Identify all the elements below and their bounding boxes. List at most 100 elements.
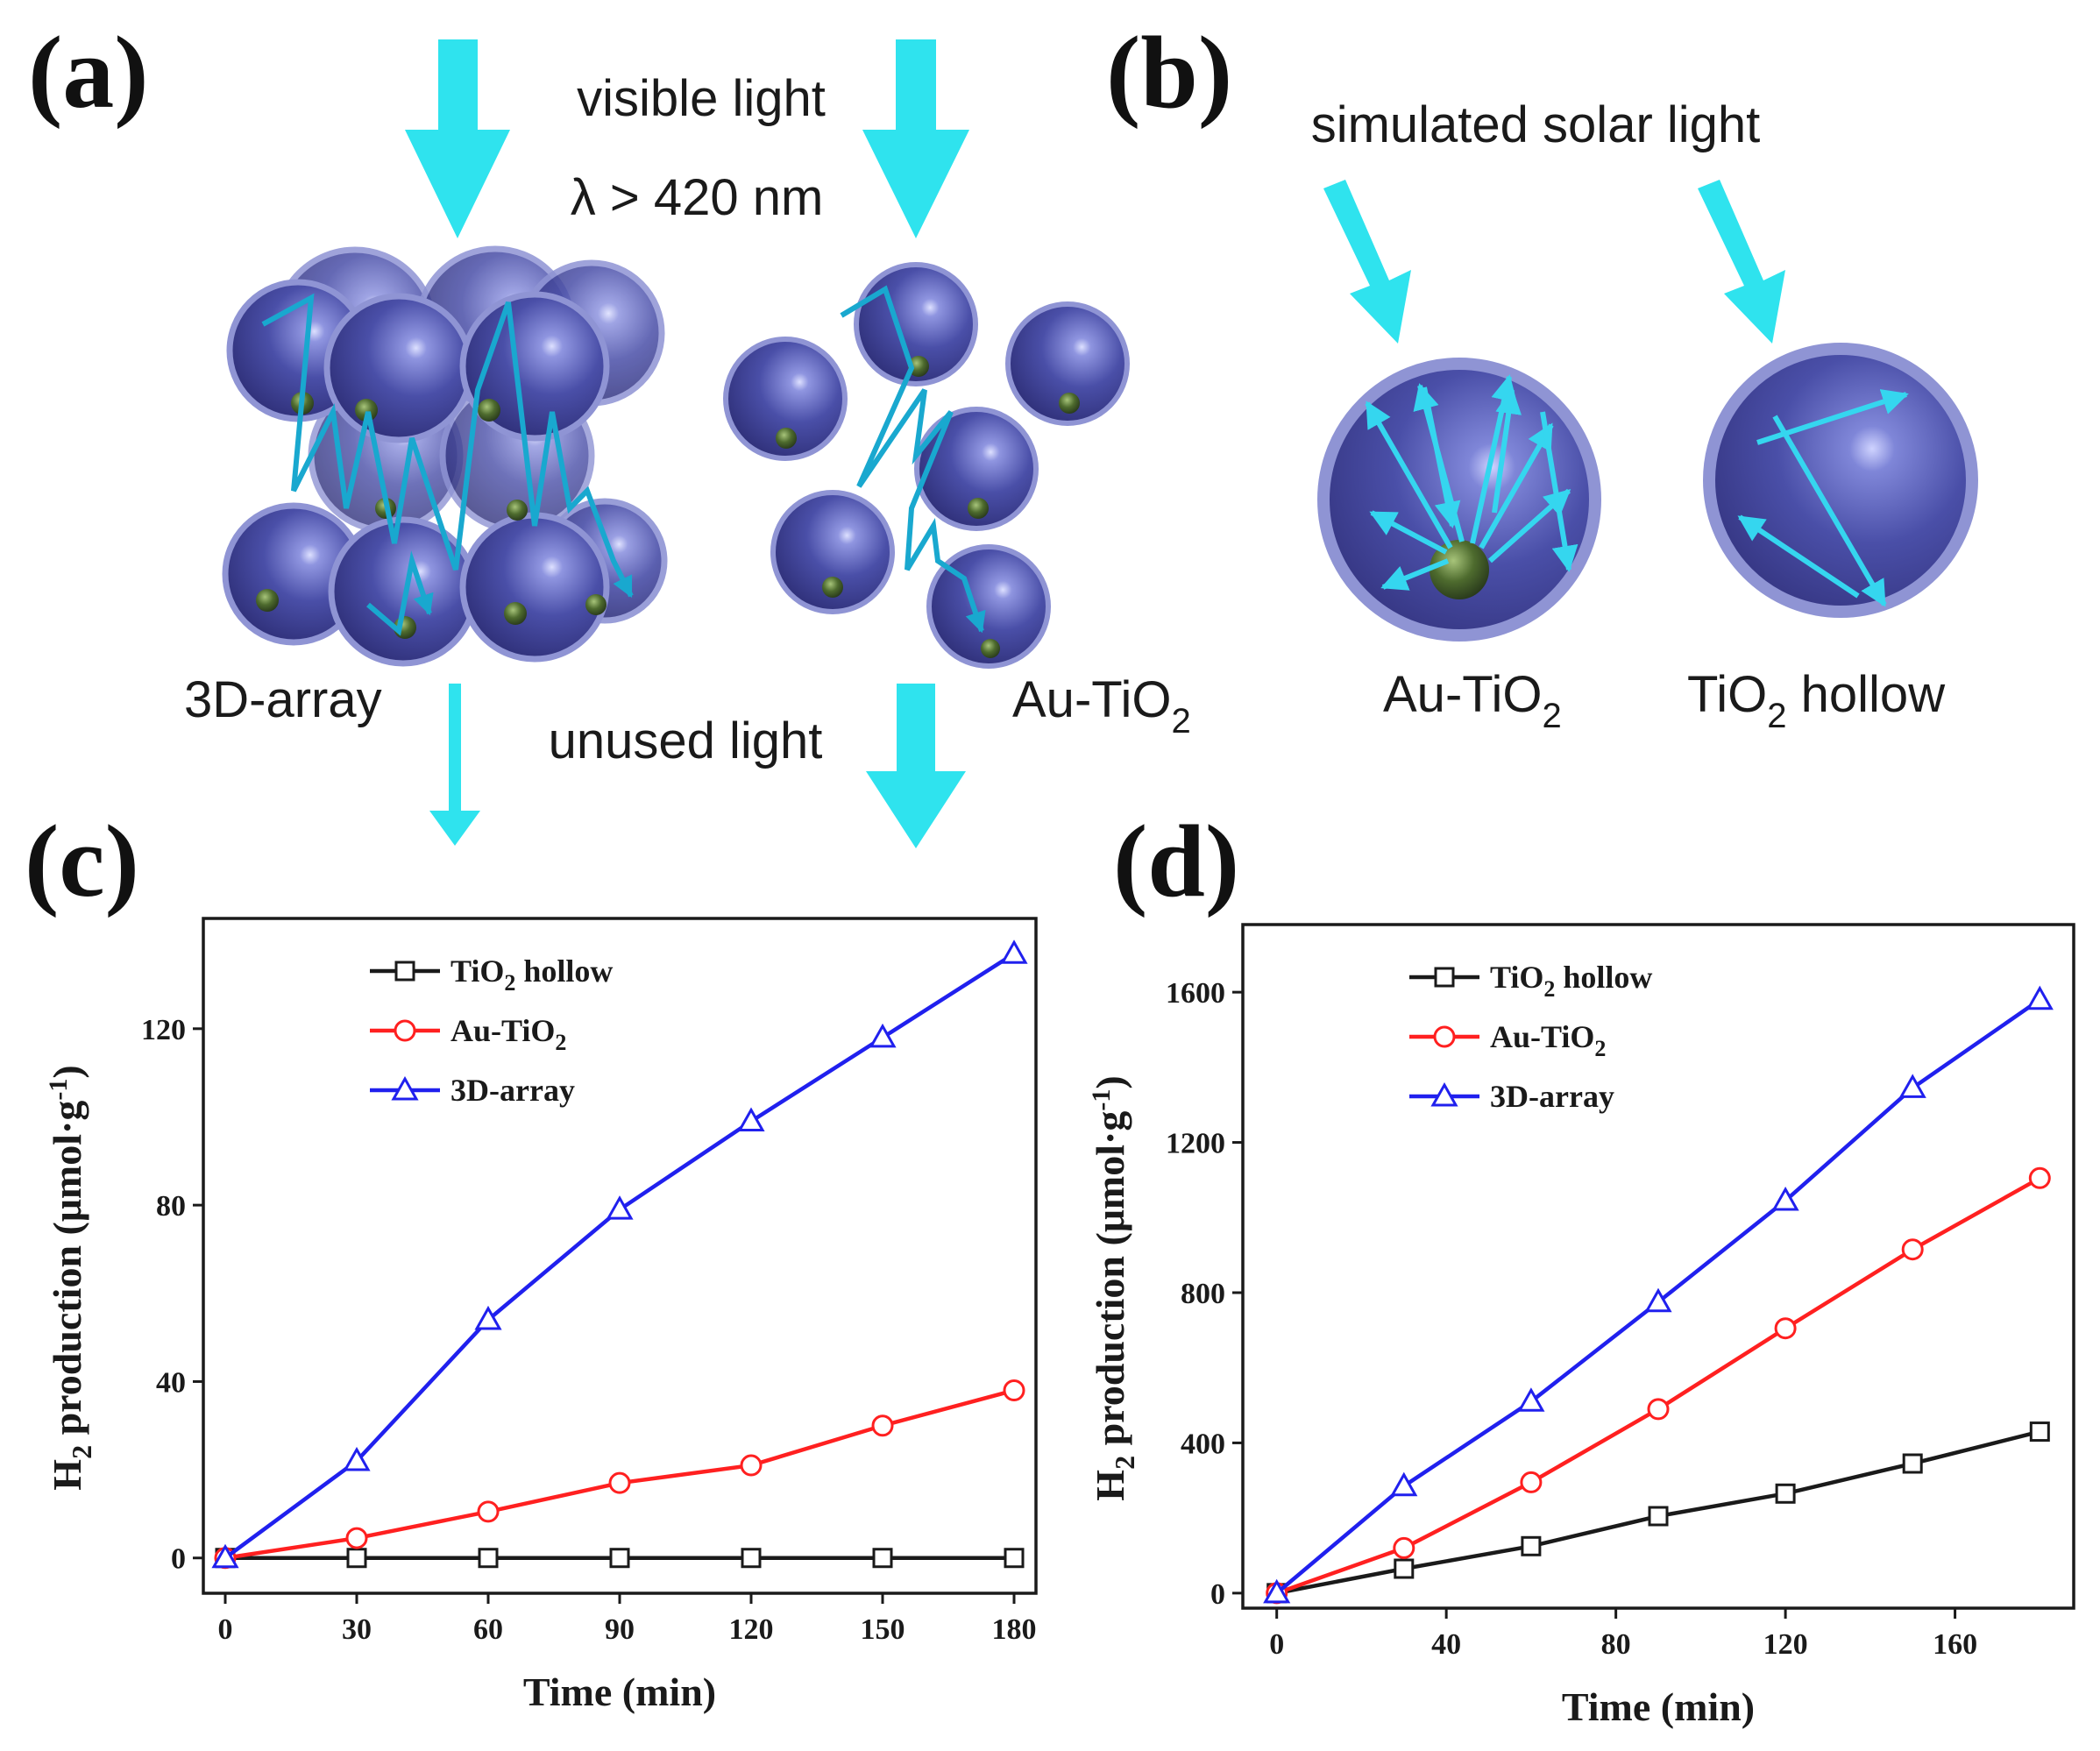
panel-c-label: (c) bbox=[25, 804, 139, 918]
data-point-3d-array bbox=[869, 1023, 897, 1048]
au-tio2-light-path bbox=[840, 285, 986, 634]
data-point-au-tio2 bbox=[1901, 1238, 1924, 1261]
data-point-au-tio2 bbox=[477, 1500, 500, 1523]
unused-light-label: unused light bbox=[549, 712, 823, 769]
data-point-tio2-hollow bbox=[609, 1548, 630, 1569]
tio2-hollow-caption: TiO2 hollow bbox=[1687, 666, 1946, 735]
y-tick-label: 1200 bbox=[1166, 1128, 1225, 1160]
data-point-tio2-hollow bbox=[1521, 1535, 1542, 1556]
simulated-solar-light-label: simulated solar light bbox=[1311, 96, 1761, 153]
legend-label-au-tio2: Au-TiO2 bbox=[1490, 1019, 1606, 1061]
x-tick-label: 90 bbox=[605, 1613, 635, 1646]
y-tick-label: 120 bbox=[141, 1014, 186, 1046]
legend-marker-3d-array bbox=[1430, 1081, 1458, 1107]
legend-label-tio2-hollow: TiO2 hollow bbox=[1490, 960, 1652, 1002]
x-tick-label: 30 bbox=[342, 1613, 372, 1646]
au-tio2-caption-b: Au-TiO2 bbox=[1383, 666, 1562, 735]
visible-light-label: visible light bbox=[577, 70, 826, 127]
panel-d-label: (d) bbox=[1113, 804, 1239, 918]
unused-light-arrow-left-icon bbox=[429, 684, 480, 846]
tio2-hollow-sphere bbox=[1703, 343, 1978, 618]
data-point-3d-array bbox=[1644, 1287, 1672, 1313]
y-tick-label: 1600 bbox=[1166, 977, 1225, 1010]
data-point-tio2-hollow bbox=[872, 1548, 893, 1569]
data-point-au-tio2 bbox=[2028, 1166, 2051, 1189]
3d-array-light-path bbox=[261, 293, 634, 599]
data-point-tio2-hollow bbox=[1648, 1506, 1669, 1527]
data-point-3d-array bbox=[606, 1195, 634, 1220]
x-tick-label: 80 bbox=[1601, 1628, 1631, 1661]
plot-frame bbox=[1241, 923, 2075, 1610]
series-line-au-tio2 bbox=[1275, 1176, 2041, 1595]
au-tio2-caption-a: Au-TiO2 bbox=[1012, 671, 1191, 741]
panel-a-label: (a) bbox=[28, 15, 149, 130]
data-point-au-tio2 bbox=[608, 1471, 631, 1494]
x-axis-label: Time (min) bbox=[1562, 1684, 1755, 1729]
data-point-tio2-hollow bbox=[346, 1548, 367, 1569]
data-point-3d-array bbox=[1898, 1074, 1926, 1098]
data-point-tio2-hollow bbox=[1004, 1548, 1025, 1569]
data-point-au-tio2 bbox=[1520, 1471, 1543, 1493]
data-point-3d-array bbox=[1517, 1387, 1545, 1412]
data-point-au-tio2 bbox=[1003, 1379, 1025, 1401]
legend-marker-tio2-hollow bbox=[394, 961, 415, 982]
data-point-tio2-hollow bbox=[1394, 1558, 1415, 1579]
legend-marker-3d-array bbox=[391, 1075, 419, 1101]
legend-label-au-tio2: Au-TiO2 bbox=[451, 1013, 566, 1055]
series-line-3d-array bbox=[223, 952, 1016, 1560]
data-point-3d-array bbox=[2026, 985, 2054, 1010]
x-tick-label: 160 bbox=[1933, 1628, 1977, 1661]
data-point-tio2-hollow bbox=[741, 1548, 762, 1569]
data-point-au-tio2 bbox=[1393, 1536, 1415, 1559]
y-tick-label: 800 bbox=[1181, 1278, 1225, 1310]
panel-b: (b) simulated solar light bbox=[1106, 15, 1978, 735]
3d-array-caption: 3D-array bbox=[184, 671, 382, 728]
x-tick-label: 40 bbox=[1431, 1628, 1461, 1661]
data-point-au-tio2 bbox=[1647, 1398, 1670, 1421]
unused-light-arrow-right-icon bbox=[866, 684, 966, 848]
x-tick-label: 0 bbox=[218, 1613, 233, 1646]
legend-marker-au-tio2 bbox=[394, 1019, 416, 1042]
y-axis-label: H2 production (μmol·g-1) bbox=[1087, 1075, 1140, 1500]
3d-array-sphere-cluster bbox=[222, 245, 668, 667]
x-tick-label: 180 bbox=[992, 1613, 1037, 1646]
data-point-3d-array bbox=[1000, 939, 1028, 964]
solar-light-arrow-right-icon bbox=[1698, 180, 1785, 344]
data-point-3d-array bbox=[737, 1107, 765, 1132]
y-axis-label: H2 production (μmol·g-1) bbox=[44, 1065, 97, 1490]
scattered-au-tio2-spheres bbox=[723, 262, 1130, 669]
chart-c: (c) 0 30 60 90 120 150 180 0 40 80 120 Time (min) H2 … bbox=[25, 804, 1038, 1714]
legend-label-3d-array: 3D-array bbox=[451, 1073, 575, 1108]
x-tick-label: 120 bbox=[729, 1613, 774, 1646]
panel-b-label: (b) bbox=[1106, 15, 1232, 130]
legend-label-tio2-hollow: TiO2 hollow bbox=[451, 953, 613, 996]
legend-label-3d-array: 3D-array bbox=[1490, 1079, 1614, 1114]
data-point-tio2-hollow bbox=[478, 1548, 499, 1569]
solar-light-arrow-left-icon bbox=[1323, 180, 1411, 344]
x-tick-label: 150 bbox=[861, 1613, 905, 1646]
data-point-3d-array bbox=[343, 1446, 371, 1471]
y-tick-label: 80 bbox=[156, 1190, 186, 1223]
x-tick-label: 0 bbox=[1269, 1628, 1284, 1661]
data-point-au-tio2 bbox=[740, 1454, 763, 1477]
au-tio2-core-shell-sphere bbox=[1317, 358, 1601, 642]
y-tick-label: 40 bbox=[156, 1366, 186, 1399]
data-point-3d-array bbox=[474, 1305, 502, 1330]
y-tick-label: 0 bbox=[1210, 1578, 1225, 1611]
data-point-3d-array bbox=[211, 1543, 239, 1569]
x-tick-label: 120 bbox=[1763, 1628, 1808, 1661]
data-point-tio2-hollow bbox=[2029, 1421, 2050, 1443]
data-point-tio2-hollow bbox=[1775, 1483, 1796, 1504]
x-axis-label: Time (min) bbox=[523, 1669, 716, 1714]
wavelength-label: λ > 420 nm bbox=[571, 169, 824, 226]
data-point-3d-array bbox=[1263, 1578, 1291, 1604]
incoming-light-arrow-left-icon bbox=[405, 39, 510, 238]
incoming-light-arrow-right-icon bbox=[862, 39, 969, 238]
data-point-au-tio2 bbox=[1774, 1317, 1797, 1340]
y-tick-label: 0 bbox=[171, 1543, 186, 1576]
data-point-3d-array bbox=[1390, 1471, 1418, 1497]
data-point-au-tio2 bbox=[345, 1527, 368, 1549]
panel-a: (a) visible light λ > 420 nm bbox=[28, 15, 1191, 848]
data-point-3d-array bbox=[1771, 1186, 1799, 1211]
